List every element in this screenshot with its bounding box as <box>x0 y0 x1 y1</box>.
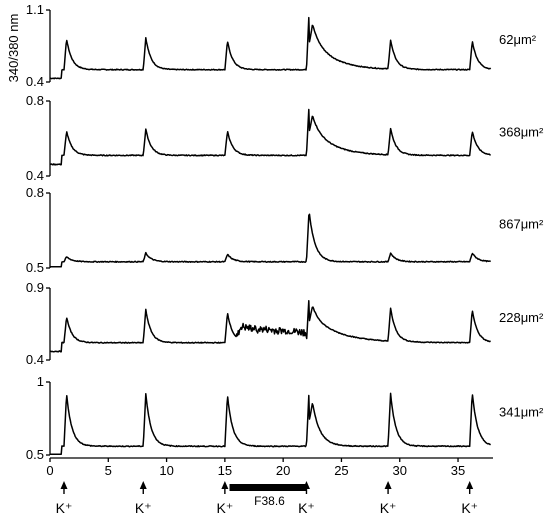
y-tick-label: 0.8 <box>26 93 44 108</box>
y-tick-label: 0.5 <box>26 260 44 275</box>
stimulus-arrow-head <box>221 481 229 489</box>
x-tick-label: 20 <box>276 463 290 478</box>
trace-line <box>49 213 492 268</box>
y-tick-label: 1.1 <box>26 2 44 17</box>
x-tick-label: 30 <box>393 463 407 478</box>
y-tick-label: 1 <box>37 374 44 389</box>
panel-4: 0.9 0.4 228μm² <box>26 280 544 367</box>
trace-line <box>49 16 492 80</box>
y-axis-label: 340/380 nm <box>6 14 21 83</box>
x-tick-label: 15 <box>218 463 232 478</box>
panel-area-label: 62μm² <box>499 32 537 47</box>
trace-line <box>49 299 491 353</box>
stimulus-arrow-head <box>384 481 392 489</box>
stimulus-label: K⁺ <box>461 500 478 516</box>
y-tick-label: 0.8 <box>26 185 44 200</box>
panel-5: 1 0.5 341μm² <box>26 374 544 462</box>
y-tick-label: 0.4 <box>26 352 44 367</box>
y-tick-label: 0.4 <box>26 74 44 89</box>
stimulus-label: K⁺ <box>135 500 152 516</box>
panel-1: 1.1 0.4 62μm² <box>26 2 537 89</box>
panel-area-label: 341μm² <box>499 405 544 420</box>
drug-bar-group: F38.6 <box>229 484 307 508</box>
panel-2: 0.8 0.4 368μm² <box>26 93 544 183</box>
x-tick-label: 10 <box>159 463 173 478</box>
stimulus-label: K⁺ <box>298 500 315 516</box>
panel-area-label: 228μm² <box>499 310 544 325</box>
stimulus-arrow-head <box>139 481 147 489</box>
y-tick-label: 0.9 <box>26 280 44 295</box>
y-tick-label: 0.5 <box>26 447 44 462</box>
stimulus-markers: K⁺ K⁺ K⁺ K⁺ K⁺ K⁺ <box>56 481 478 516</box>
stimulus-label: K⁺ <box>217 500 234 516</box>
y-tick-label: 0.4 <box>26 168 44 183</box>
panel-area-label: 368μm² <box>499 125 544 140</box>
stimulus-arrow-head <box>466 481 474 489</box>
trace-line <box>49 108 491 166</box>
stimulus-label: K⁺ <box>380 500 397 516</box>
panel-area-label: 867μm² <box>499 217 544 232</box>
x-tick-label: 25 <box>334 463 348 478</box>
drug-application-bar <box>229 484 307 491</box>
x-axis: 0 5 10 15 20 25 30 35 <box>46 457 493 478</box>
stimulus-label: K⁺ <box>56 500 73 516</box>
stimulus-arrow-head <box>60 481 68 489</box>
x-tick-label: 0 <box>46 463 53 478</box>
trace-line <box>49 392 491 456</box>
panel-3: 0.8 0.5 867μm² <box>26 185 544 275</box>
x-tick-label: 5 <box>105 463 112 478</box>
trace-panels: 1.10.462μm²0.80.4368μm²0.80.5867μm²0.90.… <box>26 2 544 462</box>
drug-label: F38.6 <box>254 494 285 508</box>
x-tick-label: 35 <box>451 463 465 478</box>
